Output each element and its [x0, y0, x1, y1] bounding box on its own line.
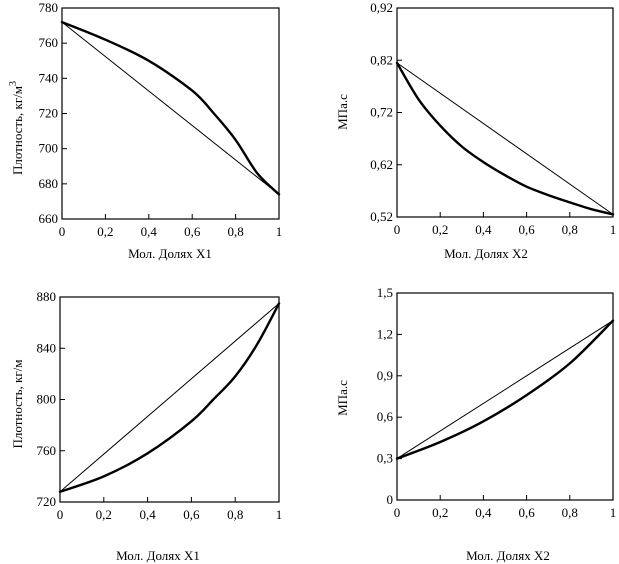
- x-tick-labels: 0 0,2 0,4 0,6 0,8 1: [394, 505, 617, 520]
- curve-series-line: [395, 61, 615, 216]
- x-tick-label: 0,2: [97, 224, 113, 239]
- y-tick-label: 1,2: [377, 326, 393, 341]
- x-tick-label: 0,8: [227, 507, 243, 522]
- y-tick-label: 0,9: [377, 368, 393, 383]
- x-axis-title: Мол. Долях X2: [444, 246, 528, 261]
- y-tick-labels: 720 760 800 840 880: [37, 289, 57, 509]
- x-tick-label: 0,2: [432, 222, 448, 237]
- x-tick-label: 0: [394, 505, 401, 520]
- y-axis-title: Плотность, кг/м3: [8, 81, 25, 175]
- y-tick-label: 720: [37, 494, 57, 509]
- x-tick-label: 0,4: [141, 224, 158, 239]
- chart-viscosity-x2-bottom: 0 0,3 0,6 0,9 1,2 1,5 0 0,2 0,4 0,6 0,8 1 Мол. Дол…: [335, 285, 616, 563]
- x-tick-labels: 0 0,2 0,4 0,6 0,8 1: [57, 507, 283, 522]
- x-tick-label: 0,6: [518, 222, 535, 237]
- x-tick-label: 0: [57, 507, 64, 522]
- y-tick-labels: 0,52 0,62 0,72 0,82 0,92: [370, 0, 393, 224]
- y-tick-label: 1,5: [377, 285, 393, 300]
- curve-series-line: [395, 319, 615, 460]
- x-tick-label: 0,8: [562, 505, 578, 520]
- y-tick-label: 0,92: [370, 0, 393, 15]
- y-tick-label: 0,82: [370, 52, 393, 67]
- y-axis-title-superscript: 3: [8, 81, 19, 86]
- y-tick-label: 0,3: [377, 451, 393, 466]
- y-axis-title-text: Плотность, кг/м: [10, 86, 25, 175]
- x-axis-title: Мол. Долях X1: [116, 548, 200, 563]
- y-tick-label: 0: [387, 492, 394, 507]
- x-tick-labels: 0 0,2 0,4 0,6 0,8 1: [59, 224, 283, 239]
- y-tick-label: 800: [37, 392, 57, 407]
- x-tick-label: 0,6: [183, 507, 200, 522]
- y-tick-label: 680: [39, 176, 59, 191]
- x-tick-labels: 0 0,2 0,4 0,6 0,8 1: [394, 222, 617, 237]
- plot-frame: [396, 292, 614, 501]
- y-tick-label: 760: [39, 35, 59, 50]
- x-tick-label: 0,2: [96, 507, 112, 522]
- x-axis-title: Мол. Долях X1: [128, 246, 212, 261]
- straight-series-line: [59, 303, 280, 493]
- y-tick-label: 0,62: [370, 157, 393, 172]
- y-tick-label: 740: [39, 70, 59, 85]
- tick-group: [396, 292, 614, 501]
- plot-frame: [59, 296, 280, 503]
- chart-viscosity-x2-top: 0,52 0,62 0,72 0,82 0,92 0 0,2 0,4 0,6 0,8 1 Мол.…: [335, 0, 616, 261]
- x-tick-label: 0,4: [139, 507, 156, 522]
- tick-group: [396, 7, 614, 218]
- x-tick-label: 0: [394, 222, 401, 237]
- y-tick-labels: 660 680 700 720 740 760 780: [39, 0, 59, 226]
- x-tick-label: 0: [59, 224, 66, 239]
- x-tick-label: 1: [276, 507, 283, 522]
- x-tick-label: 1: [276, 224, 283, 239]
- y-tick-label: 780: [39, 0, 59, 15]
- y-axis-title: МПа.с: [335, 94, 350, 130]
- plot-frame: [61, 7, 280, 220]
- curve-series-line: [58, 302, 281, 493]
- x-tick-label: 1: [610, 222, 617, 237]
- series-group: [58, 302, 281, 493]
- y-axis-title: МПа.с: [335, 380, 350, 416]
- x-tick-label: 0,8: [562, 222, 578, 237]
- y-tick-label: 760: [37, 443, 57, 458]
- x-tick-label: 0,8: [227, 224, 243, 239]
- x-tick-label: 0,2: [432, 505, 448, 520]
- x-tick-label: 0,6: [518, 505, 535, 520]
- x-tick-label: 0,4: [475, 222, 492, 237]
- y-tick-label: 0,6: [377, 409, 394, 424]
- y-axis-title: Плотность, кг/м: [10, 359, 25, 448]
- y-tick-label: 880: [37, 289, 57, 304]
- x-tick-label: 1: [610, 505, 617, 520]
- y-tick-label: 0,72: [370, 105, 393, 120]
- series-group: [60, 20, 281, 196]
- y-tick-labels: 0 0,3 0,6 0,9 1,2 1,5: [377, 285, 394, 507]
- y-tick-label: 840: [37, 340, 57, 355]
- chart-density-x1-bottom: 720 760 800 840 880 0 0,2 0,4 0,6 0,8 1 Мол. Доля…: [10, 289, 282, 563]
- x-tick-label: 0,6: [184, 224, 201, 239]
- y-tick-label: 660: [39, 211, 59, 226]
- chart-density-x1-top: 660 680 700 720 740 760 780 0 0,2 0,4 0,6 0,8 1 Мол…: [8, 0, 282, 261]
- straight-series-line: [61, 21, 280, 195]
- tick-group: [61, 7, 280, 220]
- x-axis-title: Мол. Долях X2: [466, 548, 550, 563]
- y-tick-label: 720: [39, 106, 59, 121]
- y-tick-label: 700: [39, 141, 59, 156]
- series-group: [395, 61, 615, 216]
- x-tick-label: 0,4: [475, 505, 492, 520]
- series-group: [395, 319, 615, 460]
- curve-series-line: [60, 20, 281, 196]
- straight-series-line: [396, 62, 614, 215]
- y-tick-label: 0,52: [370, 209, 393, 224]
- straight-series-line: [396, 320, 614, 460]
- tick-group: [59, 296, 280, 503]
